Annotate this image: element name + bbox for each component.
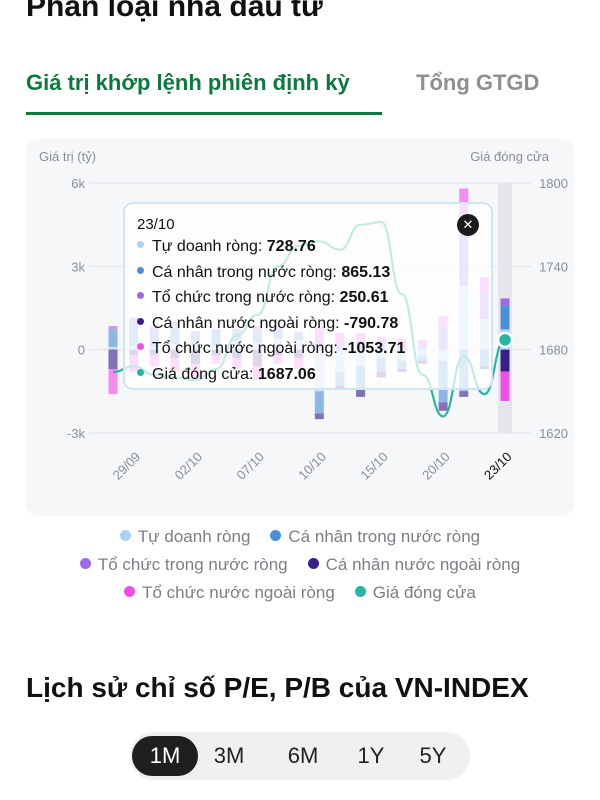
section-title-investor-classification: Phân loại nhà đầu tư — [26, 0, 323, 23]
tooltip-label: Tổ chức nước ngoài ròng: — [152, 340, 343, 357]
tooltip-row: Tổ chức trong nước ròng: 250.61 — [137, 289, 388, 307]
tooltip-row: Tự doanh ròng: 728.76 — [137, 238, 316, 256]
y-axis-right-title: Giá đóng cửa — [470, 149, 550, 164]
x-tick-label: 02/10 — [172, 449, 206, 483]
legend-label: Giá đóng cửa — [372, 583, 476, 602]
tab-total-trading-value[interactable]: Tổng GTGD — [416, 70, 540, 95]
close-price-point[interactable] — [496, 331, 514, 349]
period-button-3m[interactable]: 3M — [213, 743, 245, 768]
tab-bar: Giá trị khớp lệnh phiên định kỳ Tổng GTG… — [26, 70, 574, 116]
x-tick-label: 29/09 — [110, 449, 144, 483]
legend-dot-icon — [79, 558, 91, 570]
chart-card: Giá trị (tỷ) Giá đóng cửa 6k 3k 0 -3k 1800 17… — [25, 139, 575, 516]
legend-dot-icon — [270, 530, 282, 542]
tooltip-value: 728.76 — [266, 238, 316, 255]
x-tick-label: 07/10 — [233, 449, 267, 483]
period-button-1y[interactable]: 1Y — [357, 743, 385, 768]
legend-label: Cá nhân nước ngoài ròng — [325, 555, 521, 574]
bar-segment[interactable] — [108, 349, 118, 370]
series-dot-icon — [137, 343, 144, 351]
legend-item[interactable]: Cá nhân nước ngoài ròng — [307, 555, 521, 575]
legend-item[interactable]: Tổ chức nước ngoài ròng — [124, 583, 335, 603]
bar-segment[interactable] — [459, 391, 469, 397]
tooltip-value: 865.13 — [341, 263, 391, 281]
bar-segment[interactable] — [500, 305, 510, 330]
x-tick-label: 10/10 — [295, 449, 329, 483]
x-tick-label: 23/10 — [481, 449, 515, 483]
active-tab-indicator — [26, 112, 382, 115]
tab-periodic-matching-value[interactable]: Giá trị khớp lệnh phiên định kỳ — [26, 70, 350, 95]
legend-item[interactable]: Tổ chức trong nước ròng — [79, 555, 288, 575]
tooltip-row: Cá nhân nước ngoài ròng: -790.78 — [137, 315, 398, 333]
tooltip-value: 250.61 — [339, 289, 389, 306]
period-button-1m[interactable]: 1M — [132, 736, 198, 776]
tooltip-value: -790.78 — [344, 314, 399, 332]
legend-dot-icon — [124, 586, 136, 598]
series-dot-icon — [137, 266, 144, 274]
y-right-tick-label: 1680 — [539, 343, 568, 358]
x-tick-label: 15/10 — [357, 449, 391, 483]
section-title-pe-pb-history: Lịch sử chỉ số P/E, P/B của VN-INDEX — [26, 672, 529, 703]
bar-segment[interactable] — [314, 391, 324, 414]
y-right-tick-label: 1800 — [539, 176, 568, 191]
x-tick-label: 20/10 — [419, 449, 453, 483]
bar-segment[interactable] — [314, 413, 324, 420]
y-left-tick-label: 3k — [71, 259, 85, 274]
period-button-5y[interactable]: 5Y — [419, 743, 447, 768]
bar-segment[interactable] — [108, 346, 118, 350]
y-left-tick-label: -3k — [67, 426, 86, 441]
period-button-6m[interactable]: 6M — [287, 743, 319, 768]
tooltip-row: Tổ chức nước ngoài ròng: -1053.71 — [137, 340, 405, 358]
tooltip-label: Cá nhân trong nước ròng: — [152, 263, 342, 281]
bar-segment[interactable] — [356, 388, 366, 397]
tooltip-label: Tự doanh ròng: — [152, 238, 267, 255]
tooltip-row: Cá nhân trong nước ròng: 865.13 — [137, 264, 390, 282]
legend-label: Tổ chức trong nước ròng — [97, 555, 288, 574]
bar-segment[interactable] — [108, 369, 118, 395]
bar-segment[interactable] — [500, 349, 510, 372]
y-left-tick-label: 0 — [78, 343, 85, 358]
legend-item[interactable]: Tự doanh ròng — [119, 527, 251, 547]
y-right-tick-label: 1620 — [539, 426, 568, 441]
tooltip-value: 1687.06 — [257, 365, 316, 383]
y-left-tick-label: 6k — [71, 176, 85, 191]
legend-label: Tổ chức nước ngoài ròng — [142, 583, 335, 602]
series-dot-icon — [137, 292, 144, 300]
tooltip-date: 23/10 — [137, 216, 175, 233]
tooltip-value: -1053.71 — [342, 340, 406, 357]
bar-segment[interactable] — [500, 371, 510, 401]
series-dot-icon — [137, 241, 144, 249]
close-icon[interactable]: ✕ — [457, 214, 479, 236]
tooltip-label: Tổ chức trong nước ròng: — [152, 289, 340, 306]
tooltip-row: Giá đóng cửa: 1687.06 — [137, 366, 316, 384]
legend-label: Cá nhân trong nước ròng — [288, 527, 481, 546]
legend-item[interactable]: Giá đóng cửa — [354, 583, 476, 603]
series-dot-icon — [137, 317, 144, 325]
bar-segment[interactable] — [438, 402, 448, 411]
period-selector: 1M 3M 6M 1Y 5Y — [130, 732, 470, 780]
legend-label: Tự doanh ròng — [137, 527, 251, 546]
tooltip-label: Cá nhân nước ngoài ròng: — [152, 314, 344, 332]
y-right-tick-label: 1740 — [539, 259, 568, 274]
legend-dot-icon — [307, 558, 319, 570]
legend-dot-icon — [354, 586, 366, 598]
bar-segment[interactable] — [500, 298, 510, 306]
y-axis-left-title: Giá trị (tỷ) — [39, 149, 96, 164]
bar-segment[interactable] — [108, 326, 118, 331]
bar-segment[interactable] — [108, 330, 118, 347]
tooltip-label: Giá đóng cửa: — [152, 365, 258, 383]
series-dot-icon — [137, 368, 144, 376]
legend-item[interactable]: Cá nhân trong nước ròng — [270, 527, 480, 547]
legend-dot-icon — [119, 530, 131, 542]
chart-tooltip: 23/10 ✕ Tự doanh ròng: 728.76 Cá nhân tro… — [123, 202, 493, 390]
